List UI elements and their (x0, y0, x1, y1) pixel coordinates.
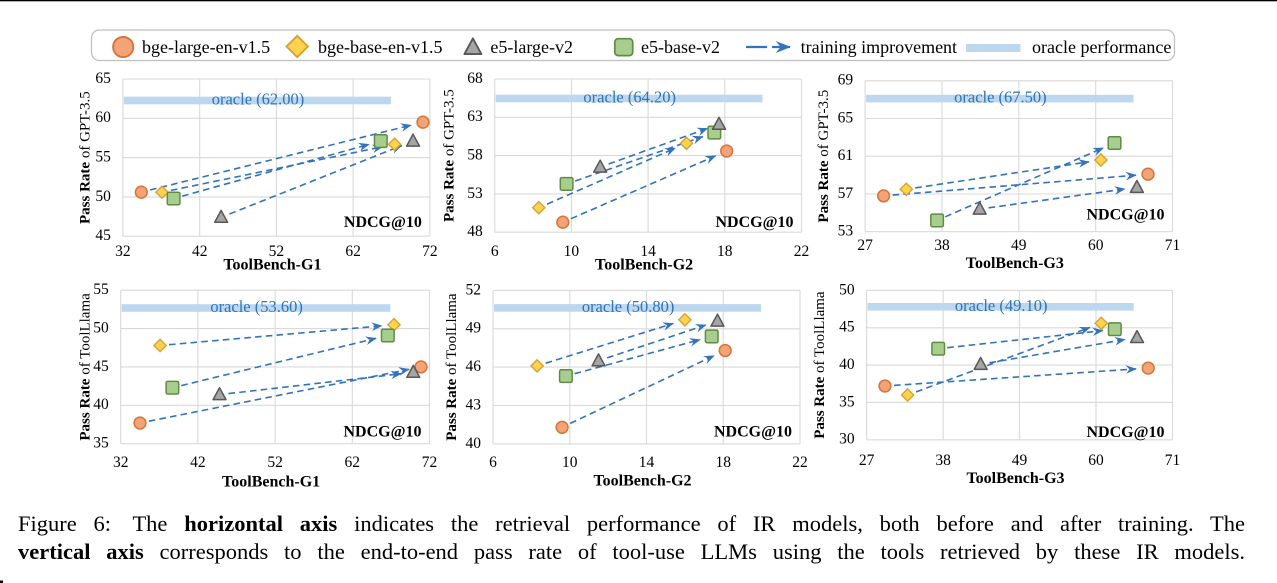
svg-text:50: 50 (93, 320, 109, 337)
svg-text:22: 22 (792, 454, 808, 471)
svg-text:40: 40 (93, 396, 109, 413)
svg-text:27: 27 (857, 237, 873, 254)
svg-text:35: 35 (93, 435, 109, 452)
svg-text:oracle (64.20): oracle (64.20) (583, 88, 676, 107)
svg-text:52: 52 (269, 243, 285, 260)
svg-text:53: 53 (467, 185, 483, 202)
svg-text:NDCG@10: NDCG@10 (714, 424, 792, 441)
svg-text:42: 42 (190, 454, 206, 471)
svg-text:e5-base-v2: e5-base-v2 (641, 37, 720, 57)
svg-text:Pass Rate of ToolLlama: Pass Rate of ToolLlama (812, 291, 828, 439)
svg-text:72: 72 (422, 454, 438, 471)
svg-text:18: 18 (715, 454, 731, 471)
svg-text:Pass Rate of GPT-3.5: Pass Rate of GPT-3.5 (442, 89, 458, 222)
svg-text:52: 52 (466, 281, 482, 298)
svg-text:42: 42 (192, 243, 208, 260)
svg-text:NDCG@10: NDCG@10 (1087, 424, 1165, 441)
svg-text:49: 49 (1011, 237, 1027, 254)
svg-text:52: 52 (267, 454, 283, 471)
svg-text:6: 6 (491, 243, 499, 260)
svg-text:72: 72 (422, 243, 438, 260)
svg-text:71: 71 (1165, 452, 1181, 469)
svg-text:58: 58 (467, 147, 483, 164)
svg-text:55: 55 (95, 149, 111, 166)
svg-text:40: 40 (466, 435, 482, 452)
svg-text:40: 40 (839, 356, 855, 373)
svg-text:53: 53 (838, 223, 854, 240)
svg-text:oracle (62.00): oracle (62.00) (212, 90, 305, 109)
svg-text:68: 68 (467, 70, 483, 87)
svg-text:Pass Rate of GPT-3.5: Pass Rate of GPT-3.5 (78, 91, 94, 224)
svg-text:NDCG@10: NDCG@10 (1087, 207, 1165, 224)
svg-text:14: 14 (639, 454, 655, 471)
svg-text:45: 45 (93, 358, 109, 375)
svg-text:69: 69 (838, 72, 854, 89)
svg-text:32: 32 (115, 243, 131, 260)
svg-text:57: 57 (838, 185, 854, 202)
svg-text:ToolBench-G3: ToolBench-G3 (966, 255, 1064, 272)
svg-text:65: 65 (95, 70, 111, 87)
svg-text:10: 10 (562, 454, 578, 471)
svg-text:bge-base-en-v1.5: bge-base-en-v1.5 (318, 37, 442, 57)
svg-text:e5-large-v2: e5-large-v2 (490, 37, 573, 57)
svg-text:55: 55 (93, 281, 109, 298)
svg-text:bge-large-en-v1.5: bge-large-en-v1.5 (142, 37, 270, 57)
svg-text:45: 45 (839, 319, 855, 336)
svg-text:49: 49 (466, 320, 482, 337)
svg-text:NDCG@10: NDCG@10 (344, 214, 422, 231)
svg-text:48: 48 (467, 223, 483, 240)
svg-text:61: 61 (838, 147, 854, 164)
svg-text:63: 63 (467, 108, 483, 125)
svg-text:60: 60 (95, 109, 111, 126)
svg-text:50: 50 (95, 188, 111, 205)
svg-text:ToolBench-G3: ToolBench-G3 (966, 470, 1064, 487)
svg-text:65: 65 (838, 109, 854, 126)
svg-text:45: 45 (95, 227, 111, 244)
svg-text:oracle performance: oracle performance (1032, 37, 1171, 57)
svg-text:30: 30 (839, 431, 855, 448)
svg-text:62: 62 (345, 454, 361, 471)
svg-text:NDCG@10: NDCG@10 (716, 214, 794, 231)
svg-text:38: 38 (935, 452, 951, 469)
svg-text:Pass Rate of ToolLlama: Pass Rate of ToolLlama (78, 293, 94, 441)
svg-text:ToolBench-G1: ToolBench-G1 (223, 257, 321, 274)
svg-text:ToolBench-G2: ToolBench-G2 (595, 257, 693, 274)
svg-text:22: 22 (794, 243, 810, 260)
svg-text:oracle (53.60): oracle (53.60) (210, 297, 303, 316)
svg-text:oracle (50.80): oracle (50.80) (582, 297, 675, 316)
svg-text:Pass Rate of ToolLlama: Pass Rate of ToolLlama (444, 293, 460, 441)
svg-text:14: 14 (640, 243, 656, 260)
svg-text:ToolBench-G2: ToolBench-G2 (593, 473, 691, 490)
svg-text:50: 50 (839, 281, 855, 298)
svg-text:43: 43 (466, 396, 482, 413)
svg-text:oracle (67.50): oracle (67.50) (954, 88, 1047, 107)
svg-text:60: 60 (1088, 452, 1104, 469)
svg-text:71: 71 (1165, 237, 1181, 254)
svg-text:35: 35 (839, 393, 855, 410)
svg-text:18: 18 (717, 243, 733, 260)
svg-text:46: 46 (466, 358, 482, 375)
svg-text:32: 32 (113, 454, 129, 471)
svg-text:NDCG@10: NDCG@10 (344, 424, 422, 441)
svg-text:27: 27 (859, 452, 875, 469)
svg-text:60: 60 (1088, 237, 1104, 254)
svg-text:training improvement: training improvement (801, 37, 957, 57)
svg-text:62: 62 (345, 243, 361, 260)
svg-text:49: 49 (1012, 452, 1028, 469)
svg-text:10: 10 (564, 243, 580, 260)
svg-text:Pass Rate of GPT-3.5: Pass Rate of GPT-3.5 (816, 90, 832, 223)
svg-text:6: 6 (489, 454, 497, 471)
svg-text:oracle (49.10): oracle (49.10) (955, 296, 1048, 315)
svg-text:38: 38 (934, 237, 950, 254)
svg-text:ToolBench-G1: ToolBench-G1 (222, 474, 320, 491)
